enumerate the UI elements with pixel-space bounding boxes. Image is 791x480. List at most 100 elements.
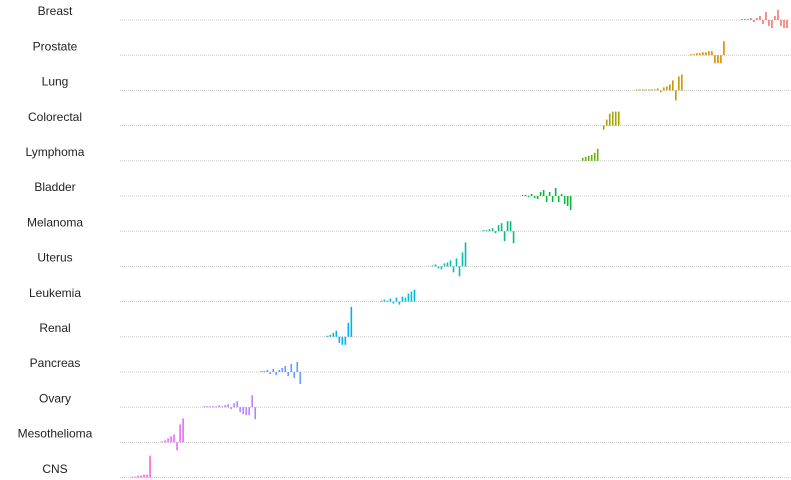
bar — [509, 221, 512, 232]
bar — [410, 291, 413, 302]
bar — [458, 266, 461, 277]
bar — [254, 407, 257, 420]
bar — [681, 74, 683, 91]
bar — [641, 89, 644, 91]
bar — [569, 196, 572, 210]
bar — [227, 404, 229, 408]
row-label: CNS — [42, 462, 67, 476]
bar — [296, 362, 299, 372]
bar — [545, 196, 548, 202]
bar — [461, 252, 464, 267]
bar — [786, 20, 788, 28]
bar — [272, 369, 275, 372]
bar — [275, 372, 278, 375]
bar — [605, 119, 608, 126]
bar — [678, 76, 680, 91]
bar — [131, 476, 133, 478]
bar — [269, 372, 272, 374]
bar — [500, 223, 503, 232]
bar — [774, 16, 776, 20]
bar — [299, 372, 302, 384]
bar — [608, 113, 611, 126]
bar — [512, 231, 515, 244]
bar — [590, 154, 593, 161]
bar — [293, 372, 296, 378]
bar — [392, 301, 395, 304]
row-label: Lymphoma — [26, 145, 85, 159]
bar — [747, 19, 749, 20]
bar — [383, 299, 386, 302]
bar — [221, 406, 223, 408]
bar — [263, 371, 266, 372]
bar — [203, 406, 205, 408]
bar — [702, 52, 704, 56]
bar — [206, 406, 208, 408]
bar — [440, 266, 443, 270]
bar — [711, 51, 713, 56]
bar — [386, 300, 389, 302]
bar — [638, 89, 641, 91]
bar — [551, 196, 554, 202]
bar — [395, 297, 398, 302]
bar — [717, 55, 719, 64]
bar — [398, 301, 401, 305]
bar — [542, 190, 545, 196]
bar — [434, 264, 437, 267]
bar — [563, 196, 566, 204]
bar — [660, 90, 662, 93]
bar — [242, 407, 244, 415]
bar — [431, 265, 434, 267]
bar — [768, 20, 770, 26]
row-label: Melanoma — [27, 215, 83, 229]
bar — [762, 20, 764, 24]
bar — [344, 336, 347, 345]
bar — [650, 89, 653, 91]
bar — [644, 89, 647, 91]
bar — [587, 155, 590, 161]
bar — [672, 80, 674, 91]
row-label: Lung — [42, 75, 69, 89]
bar — [455, 258, 458, 267]
bar — [759, 16, 761, 20]
bar — [666, 86, 668, 91]
bar — [756, 18, 758, 20]
bar — [699, 53, 701, 56]
row-label: Leukemia — [29, 286, 81, 300]
bar — [527, 196, 530, 197]
bar — [566, 196, 569, 206]
bar — [690, 54, 692, 56]
bar — [218, 405, 220, 408]
bar — [488, 229, 491, 232]
bar — [506, 221, 509, 232]
bar — [329, 334, 332, 337]
bar — [389, 298, 392, 302]
bar — [212, 406, 214, 408]
bar — [260, 371, 263, 372]
bar — [780, 20, 782, 26]
bar — [720, 55, 722, 64]
row-label: Breast — [38, 4, 73, 18]
bar — [653, 89, 656, 91]
bar — [663, 87, 665, 91]
bar — [287, 372, 290, 376]
bar — [554, 188, 557, 196]
bar — [182, 418, 184, 443]
bar — [497, 225, 500, 232]
bar — [723, 41, 725, 56]
bar — [669, 84, 671, 91]
bar — [530, 194, 533, 196]
bar — [140, 475, 142, 478]
bar — [266, 370, 269, 372]
bar — [635, 89, 638, 91]
bar — [170, 436, 172, 443]
bar — [380, 300, 383, 302]
bar — [284, 366, 287, 372]
bar — [557, 196, 560, 202]
bar — [596, 148, 599, 161]
bar — [245, 407, 247, 416]
bar — [771, 20, 773, 28]
bar — [614, 111, 617, 126]
row-label: Colorectal — [28, 110, 82, 124]
bar — [581, 157, 584, 161]
bar — [326, 335, 329, 337]
